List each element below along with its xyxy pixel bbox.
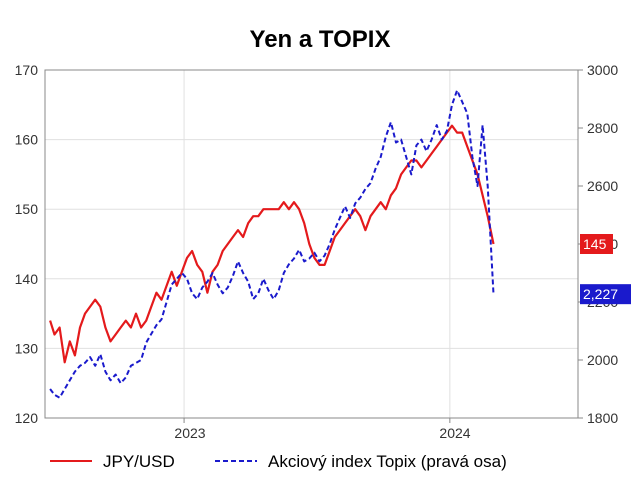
grid (45, 69, 578, 419)
last-value-label: 2,227 (583, 286, 618, 302)
left-tick-label: 170 (15, 62, 39, 78)
last-value-label: 145 (583, 236, 607, 252)
series-line-topix (49, 89, 495, 399)
right-tick-label: 2800 (587, 120, 618, 136)
legend-label: JPY/USD (103, 452, 175, 471)
left-tick-label: 120 (15, 410, 39, 426)
right-tick-label: 2000 (587, 352, 618, 368)
chart-title: Yen a TOPIX (249, 26, 391, 53)
series-line-jpy-usd (49, 124, 495, 364)
left-tick-label: 160 (15, 132, 39, 148)
right-tick-label: 2600 (587, 178, 618, 194)
x-tick-label: 2023 (174, 425, 205, 441)
series-lines (49, 89, 495, 399)
left-tick-label: 140 (15, 271, 39, 287)
legend: JPY/USD Akciový index Topix (pravá osa) (50, 452, 507, 471)
right-tick-label: 1800 (587, 410, 618, 426)
last-value-tag-1 (580, 284, 631, 305)
right-tick-label: 3000 (587, 62, 618, 78)
last-value-tags: 145 2,227 (580, 234, 631, 305)
left-tick-label: 150 (15, 201, 39, 217)
x-axis: 2023 2024 (174, 418, 471, 441)
left-tick-label: 130 (15, 340, 39, 356)
last-value-tag-0 (580, 234, 613, 254)
plot-area-border (44, 69, 579, 419)
left-axis: 120 130 140 150 160 170 (15, 62, 39, 426)
x-tick-label: 2024 (439, 425, 470, 441)
legend-label: Akciový index Topix (pravá osa) (268, 452, 507, 471)
